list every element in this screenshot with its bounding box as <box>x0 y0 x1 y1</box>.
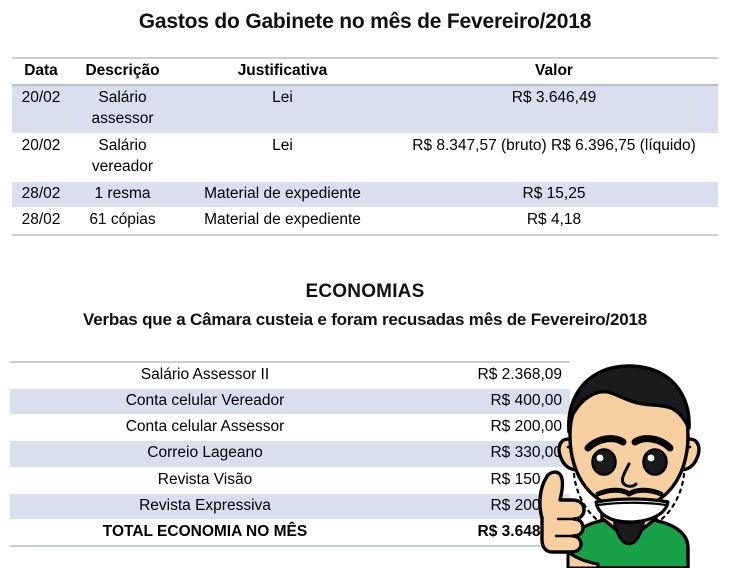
economias-subheading: Verbas que a Câmara custeia e foram recu… <box>83 310 647 329</box>
gastos-table-head: Data Descrição Justificativa Valor <box>12 57 718 86</box>
list-item: Revista Visão R$ 150,00 <box>10 467 570 494</box>
gastos-cell-justificativa: Lei <box>175 133 390 182</box>
economias-cell-value: R$ 400,00 <box>380 388 570 416</box>
gastos-table-body: 20/02 Salário assessor Lei R$ 3.646,49 2… <box>12 84 718 237</box>
gastos-cell-valor: R$ 3.646,49 <box>390 84 718 134</box>
economias-total-label: TOTAL ECONOMIA NO MÊS <box>10 519 380 547</box>
table-row: 28/02 1 resma Material de expediente R$ … <box>12 181 718 209</box>
economias-cell-value: R$ 330,00 <box>380 440 570 468</box>
economias-cell-value: R$ 150,00 <box>380 467 570 494</box>
gastos-cell-descricao: Salário vereador <box>70 133 175 182</box>
list-item: Conta celular Assessor R$ 200,00 <box>10 414 570 442</box>
list-item: Salário Assessor II R$ 2.368,09 <box>10 361 570 390</box>
economias-cell-label: Correio Lageano <box>10 440 380 468</box>
gastos-cell-data: 20/02 <box>12 133 70 182</box>
gastos-header-descricao: Descrição <box>70 57 175 86</box>
economias-cell-label: Revista Visão <box>10 467 380 494</box>
economias-cell-label: Salário Assessor II <box>10 361 380 390</box>
gastos-cell-data: 28/02 <box>12 207 70 237</box>
gastos-cell-descricao: 61 cópias <box>70 207 175 237</box>
economias-table-body: Salário Assessor II R$ 2.368,09 Conta ce… <box>10 361 570 547</box>
gastos-cell-descricao: 1 resma <box>70 181 175 209</box>
gastos-header-justificativa: Justificativa <box>175 57 390 86</box>
gastos-cell-valor: R$ 15,25 <box>390 181 718 209</box>
economias-cell-value: R$ 2.368,09 <box>380 361 570 390</box>
table-row: 20/02 Salário vereador Lei R$ 8.347,57 (… <box>12 133 718 182</box>
table-row: 20/02 Salário assessor Lei R$ 3.646,49 <box>12 84 718 134</box>
economias-heading: ECONOMIAS <box>305 281 425 302</box>
economias-total-row: TOTAL ECONOMIA NO MÊS R$ 3.648,09 <box>10 519 570 547</box>
economias-cell-value: R$ 200,00 <box>380 414 570 442</box>
table-row: 28/02 61 cópias Material de expediente R… <box>12 207 718 237</box>
gastos-cell-valor: R$ 8.347,57 (bruto) R$ 6.396,75 (líquido… <box>390 133 718 182</box>
gastos-cell-data: 20/02 <box>12 84 70 134</box>
economias-cell-label: Revista Expressiva <box>10 493 380 520</box>
economias-cell-value: R$ 200,00 <box>380 493 570 520</box>
gastos-cell-data: 28/02 <box>12 181 70 209</box>
gastos-header-row: Data Descrição Justificativa Valor <box>12 57 718 86</box>
list-item: Conta celular Vereador R$ 400,00 <box>10 388 570 416</box>
gastos-cell-valor: R$ 4,18 <box>390 207 718 237</box>
economias-table: Salário Assessor II R$ 2.368,09 Conta ce… <box>10 361 570 547</box>
gastos-cell-justificativa: Material de expediente <box>175 181 390 209</box>
gastos-table: Data Descrição Justificativa Valor 20/02… <box>12 57 718 237</box>
list-item: Revista Expressiva R$ 200,00 <box>10 493 570 520</box>
gastos-header-data: Data <box>12 57 70 86</box>
gastos-cell-justificativa: Material de expediente <box>175 207 390 237</box>
economias-total-value: R$ 3.648,09 <box>380 519 570 547</box>
gastos-cell-descricao: Salário assessor <box>70 84 175 134</box>
page-title: Gastos do Gabinete no mês de Fevereiro/2… <box>138 10 592 33</box>
economias-cell-label: Conta celular Assessor <box>10 414 380 442</box>
gastos-cell-justificativa: Lei <box>175 84 390 134</box>
economias-cell-label: Conta celular Vereador <box>10 388 380 416</box>
list-item: Correio Lageano R$ 330,00 <box>10 440 570 468</box>
gastos-header-valor: Valor <box>390 57 718 86</box>
